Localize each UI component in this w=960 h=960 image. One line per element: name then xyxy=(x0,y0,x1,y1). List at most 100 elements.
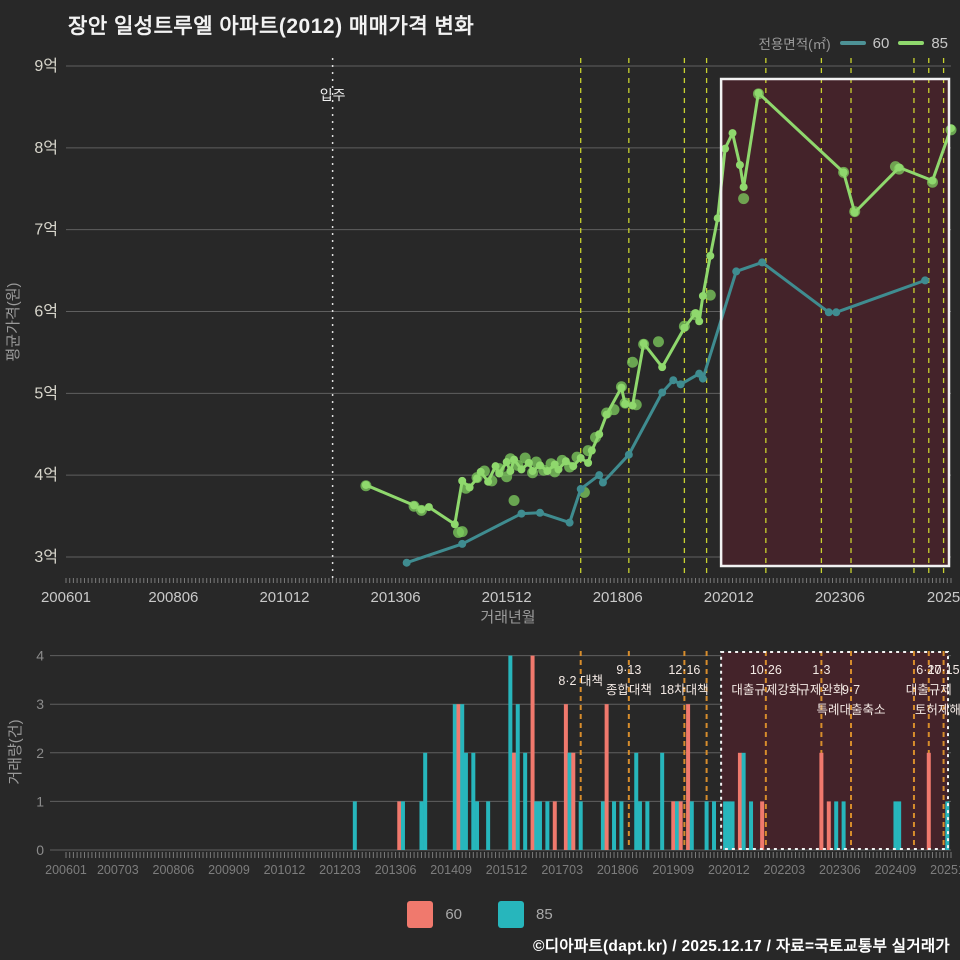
price-dot-85[interactable] xyxy=(691,309,700,318)
price-dot-60[interactable] xyxy=(758,258,767,267)
sale-scatter-dot[interactable] xyxy=(456,526,468,538)
price-dot-85[interactable] xyxy=(584,458,593,467)
volume-bar-85[interactable] xyxy=(534,801,539,850)
price-dot-85[interactable] xyxy=(502,458,511,467)
volume-bar-85[interactable] xyxy=(471,752,476,850)
volume-bar-85[interactable] xyxy=(723,801,728,850)
volume-bar-60[interactable] xyxy=(819,752,824,850)
volume-bar-85[interactable] xyxy=(537,801,542,850)
volume-bar-85[interactable] xyxy=(637,801,642,850)
price-dot-60[interactable] xyxy=(595,471,604,480)
volume-bar-85[interactable] xyxy=(523,752,528,850)
price-dot-60[interactable] xyxy=(565,518,574,527)
volume-bar-85[interactable] xyxy=(486,801,491,850)
price-dot-85[interactable] xyxy=(739,183,748,192)
price-dot-60[interactable] xyxy=(458,539,467,548)
price-dot-85[interactable] xyxy=(543,467,552,476)
legend-item-60[interactable]: 60 xyxy=(839,35,889,52)
volume-bar-60[interactable] xyxy=(512,752,517,850)
volume-bar-60[interactable] xyxy=(737,752,742,850)
volume-bar-60[interactable] xyxy=(826,801,831,850)
price-dot-60[interactable] xyxy=(698,374,707,383)
price-dot-85[interactable] xyxy=(721,144,730,153)
price-dot-85[interactable] xyxy=(473,474,482,483)
sale-scatter-dot[interactable] xyxy=(508,495,520,507)
price-dot-85[interactable] xyxy=(554,465,563,474)
legend-item-85[interactable]: 85 xyxy=(898,35,948,52)
price-dot-85[interactable] xyxy=(495,469,504,478)
price-dot-85[interactable] xyxy=(839,168,848,177)
price-dot-85[interactable] xyxy=(595,430,604,439)
volume-bar-85[interactable] xyxy=(578,801,583,850)
price-dot-60[interactable] xyxy=(832,308,841,317)
sale-scatter-dot[interactable] xyxy=(738,193,750,205)
volume-bar-85[interactable] xyxy=(400,801,405,850)
price-dot-85[interactable] xyxy=(658,363,667,372)
volume-bar-85[interactable] xyxy=(712,801,717,850)
sale-scatter-dot[interactable] xyxy=(652,336,664,348)
price-dot-85[interactable] xyxy=(424,503,433,512)
price-dot-85[interactable] xyxy=(410,501,419,510)
price-dot-60[interactable] xyxy=(824,308,833,317)
volume-bar-85[interactable] xyxy=(749,801,754,850)
price-dot-60[interactable] xyxy=(576,485,585,494)
volume-bar-85[interactable] xyxy=(645,801,650,850)
price-dot-85[interactable] xyxy=(680,323,689,332)
price-dot-85[interactable] xyxy=(506,467,515,476)
price-dot-85[interactable] xyxy=(576,453,585,462)
volume-bar-85[interactable] xyxy=(463,752,468,850)
price-dot-60[interactable] xyxy=(669,376,678,385)
price-dot-60[interactable] xyxy=(732,267,741,276)
volume-bar-85[interactable] xyxy=(634,752,639,850)
price-dot-85[interactable] xyxy=(361,480,370,489)
price-dot-85[interactable] xyxy=(510,455,519,464)
volume-bar-85[interactable] xyxy=(545,801,550,850)
volume-bar-60[interactable] xyxy=(571,752,576,850)
price-dot-85[interactable] xyxy=(528,467,537,476)
price-dot-85[interactable] xyxy=(639,339,648,348)
volume-bar-85[interactable] xyxy=(600,801,605,850)
price-dot-60[interactable] xyxy=(676,380,685,389)
volume-bar-85[interactable] xyxy=(704,801,709,850)
price-dot-85[interactable] xyxy=(928,176,937,185)
price-dot-85[interactable] xyxy=(713,214,722,223)
price-dot-60[interactable] xyxy=(517,509,526,518)
sale-scatter-dot[interactable] xyxy=(704,289,716,301)
price-dot-60[interactable] xyxy=(624,450,633,459)
price-dot-85[interactable] xyxy=(735,161,744,170)
price-dot-85[interactable] xyxy=(698,291,707,300)
volume-bar-60[interactable] xyxy=(678,801,683,850)
volume-bar-60[interactable] xyxy=(760,801,765,850)
price-dot-85[interactable] xyxy=(491,462,500,471)
price-dot-85[interactable] xyxy=(587,446,596,455)
price-dot-85[interactable] xyxy=(628,401,637,410)
price-dot-85[interactable] xyxy=(695,317,704,326)
price-dot-85[interactable] xyxy=(728,129,737,138)
volume-bar-85[interactable] xyxy=(352,801,357,850)
price-dot-85[interactable] xyxy=(895,163,904,172)
volume-bar-85[interactable] xyxy=(897,801,902,850)
volume-bar-60[interactable] xyxy=(563,704,568,850)
volume-bar-60[interactable] xyxy=(926,752,931,850)
price-dot-85[interactable] xyxy=(569,462,578,471)
volume-bar-85[interactable] xyxy=(567,752,572,850)
price-dot-85[interactable] xyxy=(621,399,630,408)
volume-bar-85[interactable] xyxy=(841,801,846,850)
volume-bar-60[interactable] xyxy=(552,801,557,850)
volume-bar-85[interactable] xyxy=(419,801,424,850)
price-dot-85[interactable] xyxy=(524,458,533,467)
price-dot-85[interactable] xyxy=(517,465,526,474)
volume-bar-85[interactable] xyxy=(612,801,617,850)
price-dot-60[interactable] xyxy=(598,478,607,487)
volume-bar-85[interactable] xyxy=(834,801,839,850)
volume-bar-85[interactable] xyxy=(475,801,480,850)
price-dot-85[interactable] xyxy=(706,251,715,260)
price-dot-85[interactable] xyxy=(458,476,467,485)
price-dot-85[interactable] xyxy=(754,89,763,98)
price-dot-85[interactable] xyxy=(602,410,611,419)
sale-scatter-dot[interactable] xyxy=(627,356,639,368)
volume-bar-85[interactable] xyxy=(452,704,457,850)
volume-bar-85[interactable] xyxy=(619,801,624,850)
volume-bar-85[interactable] xyxy=(689,801,694,850)
